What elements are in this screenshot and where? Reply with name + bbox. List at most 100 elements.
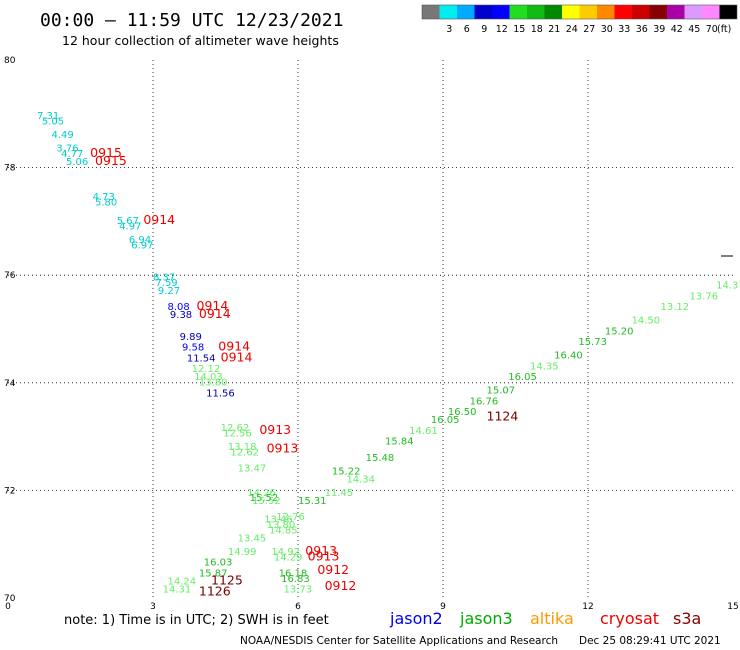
swh-label: 13.12	[661, 302, 690, 313]
swh-label: 11.56	[206, 388, 235, 399]
swh-label: 6.94	[129, 235, 151, 246]
swh-label: 15.84	[385, 437, 414, 448]
chart-title: 00:00 – 11:59 UTC 12/23/2021	[40, 10, 343, 31]
swh-label: 13.76	[690, 291, 719, 302]
time-label: 0914	[218, 339, 250, 354]
x-tick-label: 3	[150, 602, 156, 612]
y-tick-label: 76	[4, 271, 16, 281]
colorbar-label: 70	[706, 24, 718, 35]
colorbar-frame	[421, 4, 738, 20]
swh-label: 12.62	[221, 423, 250, 434]
swh-label: 4.97	[119, 221, 141, 232]
y-tick-label: 72	[4, 486, 15, 496]
colorbar-label: 15	[513, 24, 525, 35]
swh-label: 9.27	[158, 286, 180, 297]
swh-label: 16.76	[470, 396, 499, 407]
swh-label: 5.80	[95, 197, 117, 208]
swh-label: 12.62	[230, 447, 259, 458]
colorbar-swatch	[632, 5, 650, 19]
time-label: 1124	[487, 408, 519, 423]
swh-label: 16.03	[204, 558, 233, 569]
colorbar-label: 18	[531, 24, 543, 35]
x-tick-label: 9	[440, 602, 446, 612]
y-tick-label: 80	[4, 56, 16, 66]
swh-label: 14.35	[530, 361, 559, 372]
colorbar-swatch	[579, 5, 597, 19]
swh-label: 4.77	[61, 149, 83, 160]
x-tick-label: 0	[5, 602, 11, 612]
time-label: 0915	[95, 153, 127, 168]
axis-tick-labels: 0 3 6 9 12 15 70 72 74 76 78 80	[4, 56, 739, 612]
legend-item-cryosat: cryosat	[600, 609, 659, 628]
swh-label: 5.67	[117, 216, 139, 227]
colorbar-swatch	[597, 5, 615, 19]
x-tick-label: 6	[295, 602, 301, 612]
time-label: 1126	[199, 583, 231, 598]
swh-label: 13.73	[284, 585, 313, 596]
swh-label: 11.54	[187, 353, 216, 364]
colorbar-swatch	[719, 5, 737, 19]
swh-label: 15.31	[298, 496, 327, 507]
swh-label: 13.80	[267, 520, 296, 531]
time-label: 0912	[325, 578, 357, 593]
swh-label: 8.08	[168, 302, 190, 313]
colorbar-label: 24	[566, 24, 578, 35]
swh-label: 13.46	[264, 515, 293, 526]
footer-note: note: 1) Time is in UTC; 2) SWH is in fe…	[64, 613, 329, 628]
legend-item-jason2: jason2	[389, 609, 443, 628]
swh-label: 14.31	[163, 585, 192, 596]
swh-label: 12.76	[276, 512, 305, 523]
colorbar-label: 27	[583, 24, 595, 35]
swh-label: 15.20	[605, 326, 634, 337]
swh-label: 15.73	[578, 337, 607, 348]
x-tick-label: 15	[727, 602, 738, 612]
colorbar-swatch	[614, 5, 632, 19]
colorbar-swatch	[422, 5, 440, 19]
swh-label: 15.07	[487, 386, 516, 397]
satellite-legend: jason2 jason3 altika cryosat s3a	[389, 609, 701, 628]
swh-label: 5.06	[66, 157, 88, 168]
colorbar-label: 30	[601, 24, 613, 35]
swh-label: 4.49	[52, 130, 74, 141]
swh-label: 13.47	[238, 464, 267, 475]
colorbar-unit: (ft)	[717, 24, 731, 35]
time-label: 0912	[317, 562, 349, 577]
swh-label: 15.52	[252, 496, 281, 507]
swh-label: 16.05	[431, 415, 460, 426]
swh-label: 14.85	[269, 525, 298, 536]
swh-label: 13.45	[238, 534, 267, 545]
swh-label: 14.26	[247, 488, 276, 499]
swh-label: 8.37	[153, 273, 175, 284]
colorbar-swatch	[562, 5, 580, 19]
colorbar-label: 6	[464, 24, 470, 35]
colorbar-swatch	[509, 5, 527, 19]
colorbar-swatch	[527, 5, 545, 19]
x-tick-label: 12	[582, 602, 593, 612]
time-label: 0913	[259, 422, 291, 437]
swh-label: 15.48	[366, 453, 395, 464]
colorbar-swatch	[702, 5, 720, 19]
swh-label: 9.89	[180, 332, 202, 343]
colorbar-label: 45	[688, 24, 700, 35]
swh-label: 13.18	[228, 442, 257, 453]
colorbar-label: 9	[481, 24, 487, 35]
swh-label: 14.03	[194, 372, 223, 383]
swh-label: 12.12	[192, 364, 221, 375]
swh-label: 15.22	[332, 466, 361, 477]
swh-label: 14.29	[274, 552, 303, 563]
colorbar-label: 39	[653, 24, 665, 35]
swh-label: 16.50	[448, 407, 477, 418]
time-label: 0913	[305, 543, 337, 558]
data-labels: 7.315.05 4.49 3.764.775.06 4.735.805.674.97…	[37, 111, 740, 598]
colorbar-swatch	[649, 5, 667, 19]
y-tick-label: 70	[4, 594, 16, 604]
swh-label: 5.05	[42, 117, 64, 128]
time-label: 1125	[211, 573, 243, 588]
swh-label: 13.80	[199, 377, 228, 388]
time-label: 0913	[267, 441, 299, 456]
swh-label: 16.18	[279, 568, 308, 579]
y-tick-label: 74	[4, 379, 16, 389]
swh-label: 15.52	[250, 493, 279, 504]
colorbar-label: 36	[636, 24, 648, 35]
